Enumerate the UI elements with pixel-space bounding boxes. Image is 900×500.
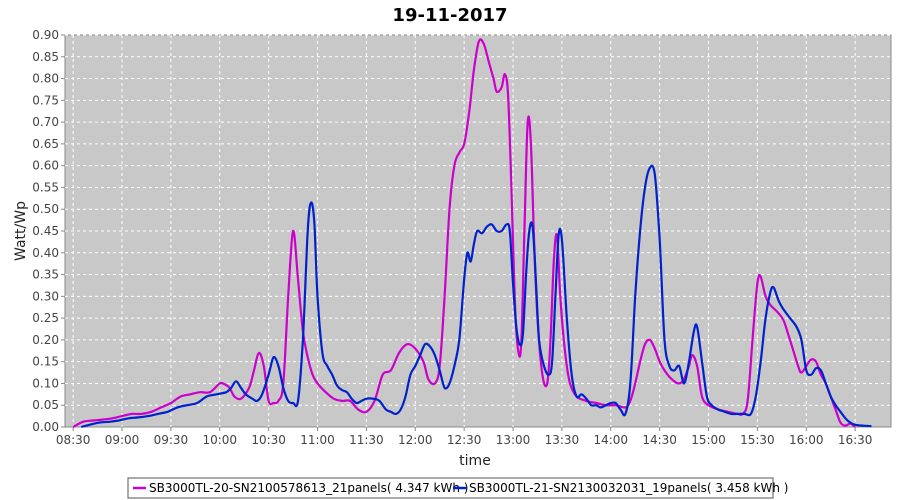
y-tick-label: 0.50 (32, 202, 59, 216)
y-tick-label: 0.60 (32, 159, 59, 173)
y-tick-label: 0.80 (32, 72, 59, 86)
x-axis-label: time (459, 453, 491, 469)
x-tick-label: 16:00 (789, 433, 824, 447)
y-tick-label: 0.20 (32, 333, 59, 347)
x-tick-label: 08:30 (56, 433, 91, 447)
x-tick-label: 15:30 (740, 433, 775, 447)
x-tick-label: 09:00 (105, 433, 140, 447)
x-tick-label: 12:30 (447, 433, 482, 447)
x-tick-label: 15:00 (691, 433, 726, 447)
x-tick-label: 10:00 (202, 433, 237, 447)
y-tick-label: 0.45 (32, 224, 59, 238)
x-tick-label: 14:00 (593, 433, 628, 447)
x-tick-label: 11:30 (349, 433, 384, 447)
y-tick-label: 0.00 (32, 420, 59, 434)
y-tick-label: 0.25 (32, 311, 59, 325)
y-tick-label: 0.65 (32, 137, 59, 151)
y-tick-label: 0.90 (32, 28, 59, 42)
y-tick-label: 0.30 (32, 289, 59, 303)
y-tick-label: 0.10 (32, 376, 59, 390)
x-tick-label: 12:00 (398, 433, 433, 447)
y-tick-label: 0.55 (32, 180, 59, 194)
x-axis: 08:30 09:00 09:30 10:00 10:30 11:00 11:30 12:00… (56, 427, 873, 447)
series-layer (72, 38, 872, 429)
x-tick-label: 11:00 (300, 433, 335, 447)
y-axis-label: Watt/Wp (13, 201, 29, 261)
y-tick-label: 0.75 (32, 93, 59, 107)
legend (127, 477, 774, 499)
x-tick-label: 10:30 (251, 433, 286, 447)
y-axis: 0.00 0.05 0.10 0.15 0.20 0.25 0.30 0.35 0.40 0.45… (32, 28, 65, 434)
x-tick-label: 09:30 (154, 433, 189, 447)
y-tick-label: 0.05 (32, 398, 59, 412)
y-tick-label: 0.40 (32, 246, 59, 260)
x-tick-label: 13:00 (496, 433, 531, 447)
y-tick-label: 0.85 (32, 50, 59, 64)
x-tick-label: 13:30 (545, 433, 580, 447)
chart-title: 19-11-2017 (392, 5, 507, 26)
series-line-2 (80, 164, 872, 429)
x-tick-label: 16:30 (838, 433, 873, 447)
legend-entry-sb3000tl-20: SB3000TL-20-SN2100578613_21panels( 4.347… (149, 481, 468, 495)
y-tick-label: 0.35 (32, 268, 59, 282)
x-tick-label: 14:30 (642, 433, 677, 447)
y-tick-label: 0.70 (32, 115, 59, 129)
legend-entry-sb3000tl-21: SB3000TL-21-SN2130032031_19panels( 3.458… (469, 481, 788, 495)
y-tick-label: 0.15 (32, 355, 59, 369)
